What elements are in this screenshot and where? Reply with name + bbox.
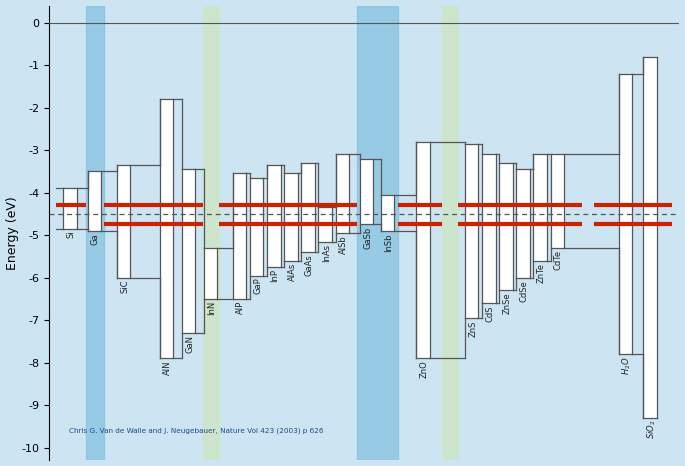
Text: AlN: AlN xyxy=(163,361,172,375)
Text: GaN: GaN xyxy=(185,335,194,353)
Bar xyxy=(381,195,394,231)
Bar xyxy=(534,154,547,260)
Text: ZnTe: ZnTe xyxy=(537,263,546,283)
Y-axis label: Energy (eV): Energy (eV) xyxy=(5,196,18,270)
Text: ZnSe: ZnSe xyxy=(503,293,512,314)
Bar xyxy=(416,142,429,358)
Bar xyxy=(88,171,101,231)
Bar xyxy=(203,6,219,460)
Bar xyxy=(482,154,495,303)
Bar xyxy=(465,144,479,318)
Text: $H_2O$: $H_2O$ xyxy=(621,356,633,375)
Text: GaP: GaP xyxy=(253,278,262,295)
Text: GaSb: GaSb xyxy=(364,226,373,249)
Text: GaAs: GaAs xyxy=(305,254,314,276)
Bar xyxy=(551,154,564,248)
Bar xyxy=(319,207,332,241)
Text: CdSe: CdSe xyxy=(520,280,529,302)
Bar xyxy=(250,178,264,275)
Bar xyxy=(360,158,373,225)
Text: $SiO_2$: $SiO_2$ xyxy=(645,420,658,439)
Bar xyxy=(499,163,512,290)
Text: SiC: SiC xyxy=(121,280,129,293)
Text: InSb: InSb xyxy=(384,233,393,252)
Bar xyxy=(86,6,104,460)
Bar xyxy=(160,99,173,358)
Text: InP: InP xyxy=(271,269,279,282)
Bar xyxy=(643,56,657,418)
Text: ZnO: ZnO xyxy=(420,361,429,378)
Text: ZnS: ZnS xyxy=(469,320,477,336)
Text: AlP: AlP xyxy=(236,301,245,314)
Text: AlAs: AlAs xyxy=(288,263,297,281)
Bar xyxy=(301,163,315,252)
Bar xyxy=(117,165,130,278)
Bar xyxy=(233,173,247,299)
Text: AlSb: AlSb xyxy=(339,235,348,254)
Text: Ga: Ga xyxy=(91,233,100,245)
Bar xyxy=(443,6,458,460)
Bar xyxy=(267,165,281,267)
Bar xyxy=(203,248,217,299)
Text: CdTe: CdTe xyxy=(554,250,563,270)
Text: CdS: CdS xyxy=(486,305,495,322)
Bar xyxy=(357,6,399,460)
Text: InN: InN xyxy=(207,301,216,315)
Bar xyxy=(516,169,530,278)
Bar xyxy=(182,169,195,333)
Bar xyxy=(336,154,349,233)
Text: Si: Si xyxy=(66,231,75,239)
Bar xyxy=(619,74,632,354)
Text: InAs: InAs xyxy=(322,244,331,261)
Bar xyxy=(284,173,298,260)
Text: Chris G. Van de Walle and J. Neugebauer, Nature Vol 423 (2003) p 626: Chris G. Van de Walle and J. Neugebauer,… xyxy=(68,428,323,434)
Bar xyxy=(63,188,77,229)
